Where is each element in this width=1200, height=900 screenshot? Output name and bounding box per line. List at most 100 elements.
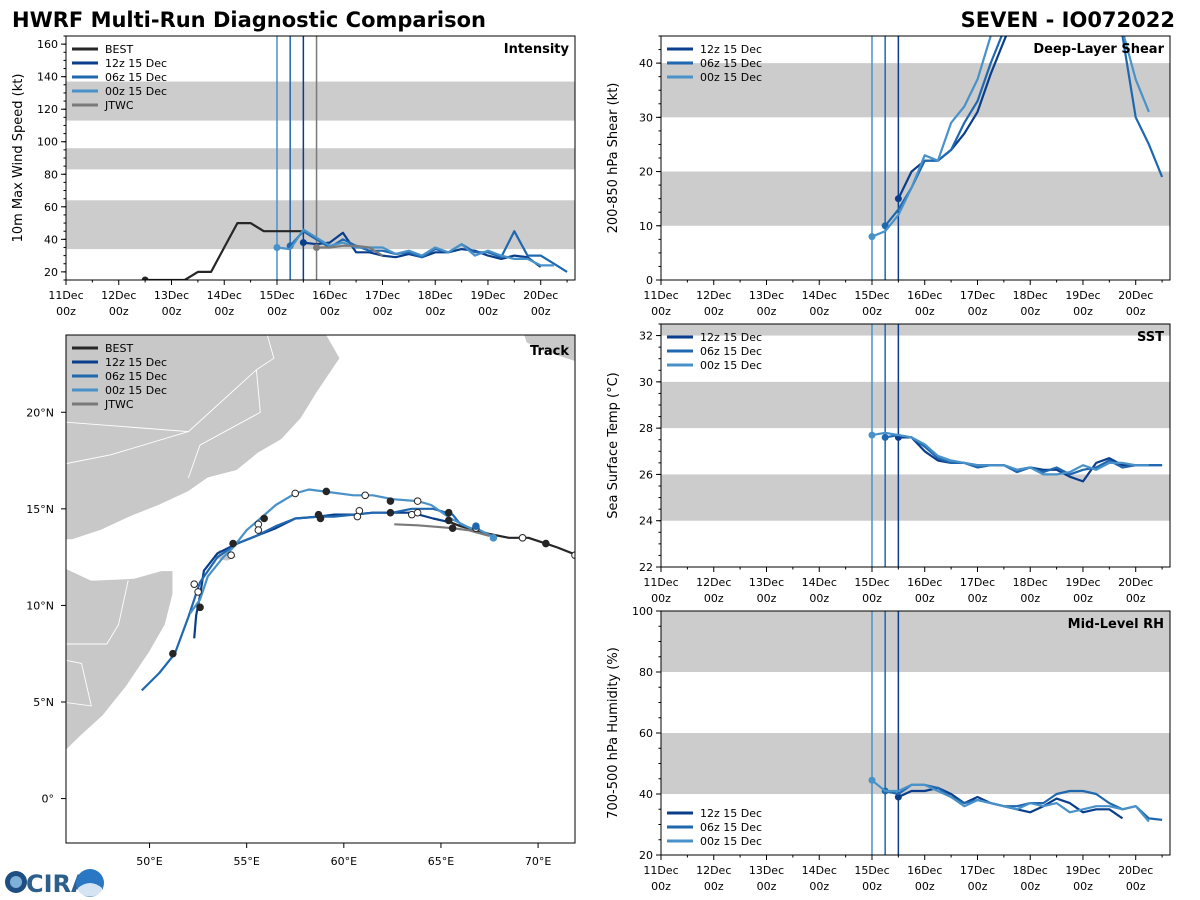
track-xtick-label-4: 70°E [525,855,551,868]
rh-band-1 [661,611,1170,672]
track-series-4 [394,523,490,537]
sst-legend-label-2: 00z 15 Dec [700,359,762,372]
sst-frame [660,323,1171,568]
track-marker-18 [291,489,300,498]
intensity-xtick-sublabel-3: 00z [214,305,234,318]
rh-xtick-sublabel-8: 00z [1073,880,1093,893]
rh-legend-label-1: 06z 15 Dec [700,821,762,834]
sst-ytick-label-4: 30 [639,376,653,389]
figure-title: HWRF Multi-Run Diagnostic Comparison [12,8,486,32]
intensity-xtick-label-0: 11Dec [48,289,83,302]
track-title: Track [530,344,569,359]
track-ytick-label-2: 10°N [26,599,54,612]
track-marker-8 [413,508,422,517]
shear-ytick-label-2: 20 [639,166,653,179]
shear-xtick-label-1: 12Dec [696,289,731,302]
track-marker-12 [361,491,369,500]
shear-legend-label-0: 12z 15 Dec [700,43,762,56]
intensity-ytick-label-7: 160 [37,38,58,51]
rh-ytick-label-0: 20 [639,849,653,862]
track-marker-0 [542,539,550,548]
rh-xtick-label-7: 18Dec [1013,864,1048,877]
shear-series-2 [871,36,1150,238]
shear-plot-area [661,36,1170,280]
shear-ytick-label-0: 0 [646,274,653,287]
shear-ylabel: 200-850 hPa Shear (kt) [606,83,621,234]
rh-xtick-sublabel-2: 00z [757,880,777,893]
intensity-panel: 20 40 60 80 100 120 140 160 11Dec 00z 12Dec 00z 13De… [11,35,576,318]
shear-xtick-sublabel-1: 00z [704,305,724,318]
track-marker-29 [472,522,480,531]
sst-legend-label-1: 06z 15 Dec [700,345,762,358]
storm-id-title: SEVEN - IO072022 [961,8,1175,32]
track-ytick-label-3: 15°N [26,503,54,516]
sst-xtick-sublabel-5: 00z [915,592,935,605]
rh-xtick-sublabel-7: 00z [1020,880,1040,893]
sst-band-2 [661,324,1170,336]
sst-xtick-sublabel-9: 00z [1126,592,1146,605]
intensity-legend-label-1: 12z 15 Dec [105,57,167,70]
border-yemen-oman [187,369,261,479]
sst-legend-label-0: 12z 15 Dec [700,331,762,344]
rh-xtick-label-8: 19Dec [1065,864,1100,877]
rh-xtick-label-2: 13Dec [749,864,784,877]
rh-xtick-label-6: 17Dec [960,864,995,877]
logo-globe-inner-icon [10,876,22,888]
rh-legend-label-0: 12z 15 Dec [700,807,762,820]
shear-ytick-label-3: 30 [639,111,653,124]
rh-ytick-label-3: 80 [639,666,653,679]
track-series-1 [193,511,451,639]
track-marker-25 [194,588,202,596]
rh-series-1 [884,783,1163,821]
sst-ytick-label-5: 32 [639,330,653,343]
intensity-xtick-label-8: 19Dec [470,289,505,302]
track-marker-9 [413,497,422,505]
intensity-legend-label-4: JTWC [104,99,134,112]
rh-legend-label-2: 00z 15 Dec [700,835,762,848]
sst-xtick-label-8: 19Dec [1065,576,1100,589]
shear-xtick-label-4: 15Dec [854,289,889,302]
track-marker-2 [571,551,575,559]
intensity-xtick-sublabel-9: 00z [531,305,551,318]
intensity-xtick-label-6: 17Dec [365,289,400,302]
iran-coast-land [523,335,575,362]
track-marker-21 [254,526,263,534]
sst-xtick-label-5: 16Dec [907,576,942,589]
track-marker-10 [386,497,395,505]
shear-xtick-sublabel-7: 00z [1020,305,1040,318]
track-marker-4 [448,524,457,532]
sst-plot-area [661,324,1170,567]
shear-legend-label-2: 00z 15 Dec [700,71,762,84]
track-marker-6 [444,508,453,517]
track-frame [65,334,576,844]
sst-series-2-start-point [868,431,876,439]
rh-xtick-sublabel-3: 00z [809,880,829,893]
track-legend-label-2: 06z 15 Dec [105,370,167,383]
intensity-series-4-start-point [313,243,321,251]
border-yemen-north [66,431,189,465]
sst-ytick-label-0: 22 [639,561,653,574]
track-marker-17 [316,514,325,523]
intensity-xtick-sublabel-5: 00z [320,305,340,318]
sst-band-0 [661,474,1170,521]
sst-ylabel: Sea Surface Temp (°C) [606,372,621,519]
intensity-ytick-label-5: 120 [37,103,58,116]
shear-xtick-sublabel-5: 00z [915,305,935,318]
intensity-xtick-label-5: 16Dec [312,289,347,302]
sst-band-1 [661,381,1170,429]
track-marker-27 [169,649,177,658]
track-ytick-label-1: 5°N [33,696,54,709]
intensity-series-3 [276,228,554,267]
intensity-ylabel: 10m Max Wind Speed (kt) [11,74,26,243]
intensity-legend-label-3: 00z 15 Dec [105,85,167,98]
border-somalia-north [66,580,129,645]
horn-of-africa-land [66,568,174,751]
shear-xtick-label-6: 17Dec [960,289,995,302]
sst-xtick-label-0: 11Dec [643,576,678,589]
intensity-xtick-label-1: 12Dec [101,289,136,302]
track-ytick-label-4: 20°N [26,406,54,419]
track-xtick-label-0: 50°E [136,855,162,868]
shear-xtick-label-3: 14Dec [802,289,837,302]
rh-xtick-label-0: 11Dec [643,864,678,877]
border-somalia-south [66,659,92,707]
